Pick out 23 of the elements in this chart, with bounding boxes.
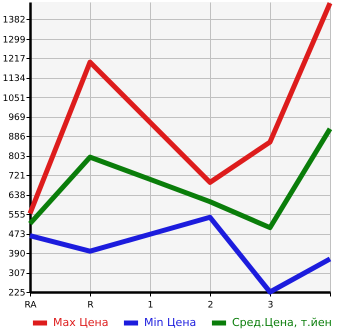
y-tick-label: 473 bbox=[8, 230, 26, 240]
legend-label: Max Цена bbox=[53, 316, 108, 329]
legend-label: Min Цена bbox=[144, 316, 196, 329]
y-tick-label: 1051 bbox=[2, 94, 26, 104]
y-tick-label: 721 bbox=[8, 172, 26, 182]
x-tick-label: RA bbox=[24, 300, 38, 310]
y-tick-label: 886 bbox=[8, 132, 26, 143]
x-tick-label: 1 bbox=[148, 300, 154, 310]
legend-label: Сред.Цена, т.йен bbox=[232, 316, 332, 329]
y-tick-label: 803 bbox=[8, 152, 26, 162]
y-tick-label: 969 bbox=[8, 113, 26, 124]
x-tick-label: R bbox=[87, 300, 94, 310]
y-tick-label: 225 bbox=[8, 288, 26, 298]
x-tick-label: 2 bbox=[208, 300, 214, 310]
y-tick-label: 1134 bbox=[2, 74, 26, 84]
y-tick-label: 555 bbox=[8, 210, 26, 221]
x-tick-label: 3 bbox=[268, 300, 274, 310]
y-tick-label: 1299 bbox=[2, 35, 26, 46]
y-tick-label: 1217 bbox=[2, 54, 26, 65]
y-tick-label: 638 bbox=[8, 191, 26, 202]
y-tick-label: 1382 bbox=[2, 16, 26, 26]
y-tick-label: 390 bbox=[8, 250, 26, 260]
y-tick-label: 307 bbox=[8, 269, 26, 280]
